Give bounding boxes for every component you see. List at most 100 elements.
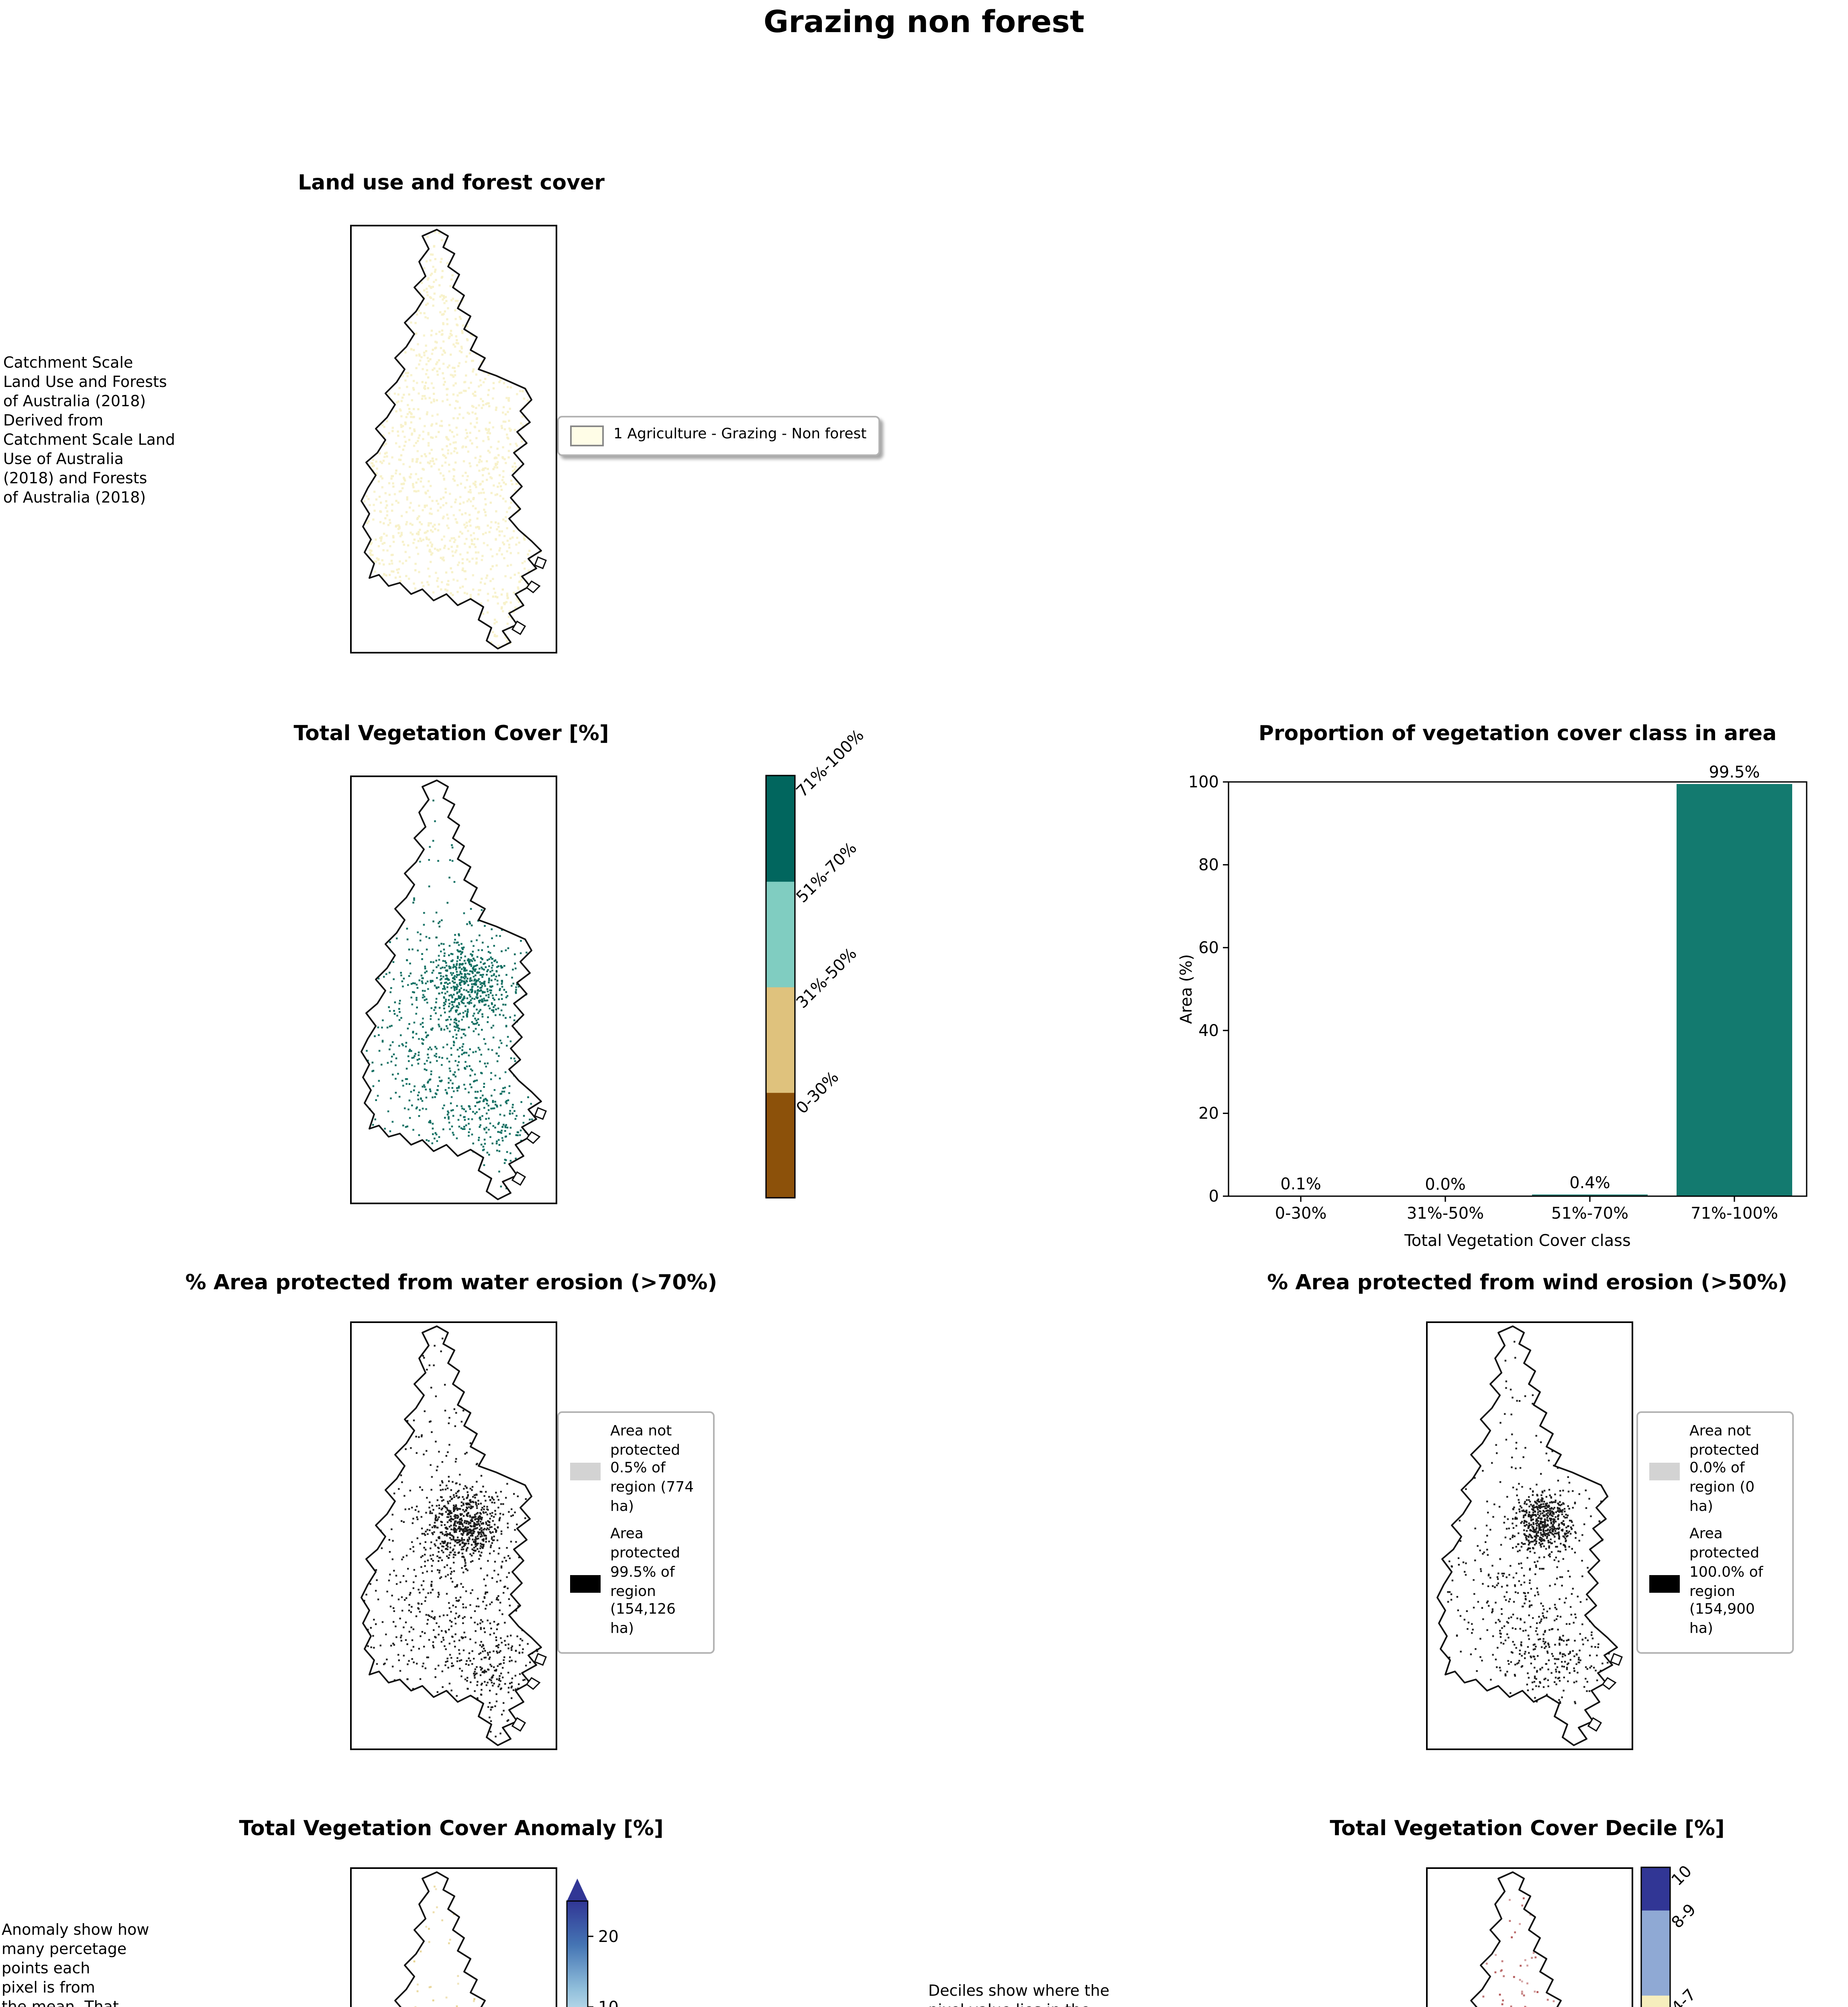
- landuse-legend-entry: 1 Agriculture - Grazing - Non forest: [570, 425, 866, 446]
- catchment-outline: [1470, 1871, 1562, 2007]
- bar-value-label: 0.0%: [1425, 1175, 1466, 1194]
- colorbar-segment: [766, 776, 795, 882]
- veg-cover-colorbar: 0-30% 31%-50% 51%-70% 71%-100%: [765, 726, 868, 1199]
- colorbar-tick-label: 10: [598, 1998, 619, 2007]
- page-title: Grazing non forest: [763, 5, 1085, 40]
- island-outline: [526, 1677, 541, 1690]
- y-tick-label: 100: [1188, 773, 1219, 792]
- island-outline: [511, 1171, 526, 1186]
- island-outline: [1587, 1717, 1602, 1732]
- colorbar-tick-label: 20: [598, 1928, 619, 1946]
- map-dots: [1482, 1897, 1555, 2007]
- catchment-outline: [1436, 1325, 1618, 1746]
- island-outline: [1610, 1653, 1623, 1666]
- island-outline: [534, 556, 547, 570]
- not-protected-label: Area not protected 0.5% of region (774 h…: [610, 1424, 694, 1515]
- proportion-chart-svg: 0 20 40 60 80 100 0-30% 0.1% 31%-50% 0.0% 51%-70% 0…: [1188, 763, 1807, 1223]
- colorbar-segment: [1641, 1910, 1670, 1996]
- colorbar-label: 71%-100%: [793, 726, 868, 801]
- map-dots: [366, 800, 533, 1189]
- wind-erosion-map: [1426, 1321, 1633, 1750]
- island-outline: [534, 1107, 547, 1120]
- decile-caption: Deciles show where the pixel value lies …: [928, 1983, 1110, 2007]
- water-erosion-map-svg: [361, 1325, 547, 1746]
- anomaly-title: Total Vegetation Cover Anomaly [%]: [239, 1818, 664, 1842]
- landuse-title: Land use and forest cover: [298, 172, 605, 196]
- x-tick-label: 51%-70%: [1551, 1204, 1628, 1223]
- colorbar-label: 51%-70%: [793, 839, 860, 906]
- protected-label: Area protected 100.0% of region (154,900…: [1689, 1527, 1763, 1638]
- y-tick-label: 80: [1198, 856, 1219, 874]
- protected-swatch: [1649, 1575, 1680, 1593]
- y-tick-label: 20: [1198, 1104, 1219, 1123]
- not-protected-swatch: [570, 1462, 601, 1480]
- wind-erosion-title: % Area protected from wind erosion (>50%…: [1267, 1272, 1787, 1296]
- x-tick-label: 31%-50%: [1407, 1204, 1484, 1223]
- water-erosion-title: % Area protected from water erosion (>70…: [185, 1272, 717, 1296]
- landuse-legend-swatch: [570, 425, 604, 446]
- veg-cover-title: Total Vegetation Cover [%]: [293, 723, 609, 747]
- anomaly-map: [350, 1867, 557, 2007]
- y-tick-label: 0: [1209, 1187, 1219, 1206]
- colorbar-label: 8-9: [1668, 1900, 1700, 1932]
- water-erosion-legend: Area not protected 0.5% of region (774 h…: [557, 1411, 715, 1653]
- water-erosion-map: [350, 1321, 557, 1750]
- bar-value-label: 0.4%: [1569, 1174, 1610, 1192]
- not-protected-label: Area not protected 0.0% of region (0 ha): [1689, 1424, 1760, 1515]
- island-outline: [534, 1653, 547, 1666]
- island-outline: [511, 1717, 526, 1732]
- bar: [1532, 1194, 1648, 1196]
- map-dots: [363, 231, 542, 647]
- colorbar-segment: [766, 987, 795, 1093]
- proportion-ylabel: Area (%): [1179, 954, 1196, 1024]
- colorbar-gradient: [567, 1901, 588, 2007]
- protected-swatch: [570, 1575, 601, 1593]
- legend-entry: Area protected 100.0% of region (154,900…: [1649, 1528, 1781, 1641]
- protected-label: Area protected 99.5% of region (154,126 …: [610, 1527, 681, 1638]
- map-dots: [413, 1885, 475, 2007]
- colorbar-segment: [1641, 1995, 1670, 2007]
- not-protected-swatch: [1649, 1462, 1680, 1480]
- bar-value-label: 0.1%: [1280, 1175, 1321, 1193]
- colorbar-arrow-top: [567, 1879, 588, 1901]
- bar-value-label: 99.5%: [1709, 763, 1760, 782]
- catchment-outline: [361, 229, 542, 649]
- veg-cover-map: [350, 776, 557, 1204]
- proportion-chart-title: Proportion of vegetation cover class in …: [1258, 723, 1777, 747]
- colorbar-label: 31%-50%: [793, 944, 860, 1012]
- island-outline: [511, 620, 526, 635]
- colorbar-label: 4-7: [1668, 1985, 1700, 2007]
- bar: [1677, 784, 1792, 1196]
- catchment-outline: [361, 780, 542, 1200]
- y-tick-label: 40: [1198, 1022, 1219, 1040]
- legend-entry: Area protected 99.5% of region (154,126 …: [570, 1528, 702, 1641]
- landuse-map: [350, 225, 557, 653]
- proportion-xlabel: Total Vegetation Cover class: [1404, 1233, 1631, 1251]
- wind-erosion-map-svg: [1436, 1325, 1623, 1746]
- catchment-outline: [394, 1871, 486, 2007]
- island-outline: [526, 580, 541, 594]
- island-outline: [1601, 1677, 1617, 1690]
- colorbar-segment: [766, 1092, 795, 1199]
- decile-colorbar: 12-34-78-910: [1640, 1862, 1700, 2007]
- landuse-caption: Catchment Scale Land Use and Forests of …: [3, 355, 175, 507]
- catchment-outline: [361, 1325, 542, 1746]
- colorbar-segment: [766, 881, 795, 987]
- y-tick-label: 60: [1198, 938, 1219, 957]
- landuse-legend-label: 1 Agriculture - Grazing - Non forest: [613, 426, 867, 443]
- anomaly-caption: Anomaly show how many percetage points e…: [2, 1922, 149, 2007]
- wind-erosion-legend: Area not protected 0.0% of region (0 ha)…: [1636, 1411, 1794, 1653]
- x-tick-label: 0-30%: [1275, 1204, 1327, 1223]
- legend-entry: Area not protected 0.0% of region (0 ha): [1649, 1424, 1781, 1518]
- landuse-map-svg: [361, 229, 547, 649]
- island-outline: [526, 1131, 541, 1144]
- decile-map-svg: [1470, 1871, 1562, 2007]
- colorbar-label: 0-30%: [793, 1068, 843, 1117]
- map-dots: [1447, 1341, 1610, 1704]
- veg-cover-map-svg: [361, 780, 547, 1200]
- colorbar-segment: [1641, 1867, 1670, 1911]
- decile-title: Total Vegetation Cover Decile [%]: [1330, 1818, 1725, 1842]
- legend-entry: Area not protected 0.5% of region (774 h…: [570, 1424, 702, 1518]
- colorbar-label: 10: [1668, 1862, 1696, 1890]
